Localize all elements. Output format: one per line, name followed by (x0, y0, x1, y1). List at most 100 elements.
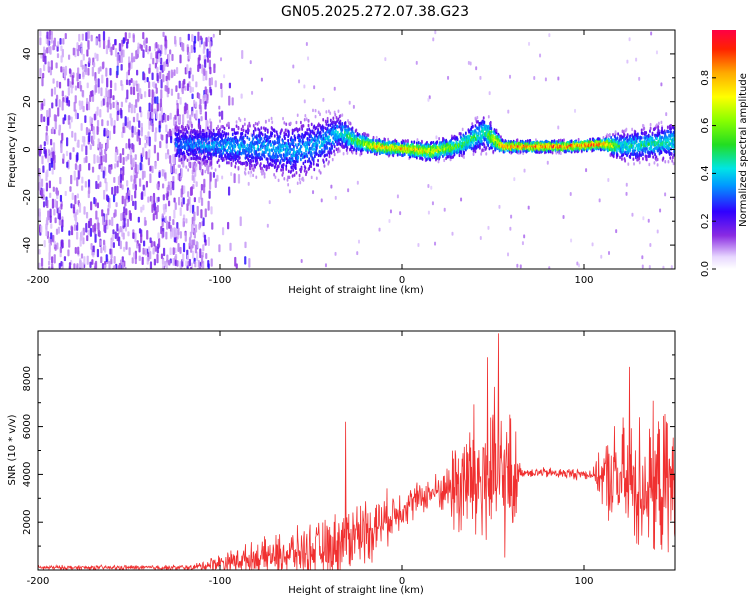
spectral-cell (244, 133, 247, 138)
spectral-cell (243, 161, 246, 166)
noise-cell (47, 37, 50, 46)
noise-cell (58, 219, 61, 226)
noise-cell (87, 229, 90, 236)
noise-cell (334, 251, 337, 256)
spectral-cell (310, 164, 312, 169)
spectral-cell (282, 167, 284, 172)
noise-cell (74, 132, 77, 142)
noise-cell (163, 61, 166, 71)
spectral-cell (266, 148, 269, 152)
noise-cell (81, 176, 84, 184)
spectral-cell (178, 164, 181, 168)
noise-cell (100, 246, 103, 254)
spectral-cell (273, 129, 276, 133)
noise-cell (47, 260, 51, 266)
noise-cell (86, 49, 89, 57)
noise-cell (432, 37, 435, 42)
noise-cell (173, 237, 176, 243)
noise-cell (204, 100, 207, 110)
noise-cell (50, 60, 53, 70)
noise-cell (97, 78, 100, 88)
noise-cell (205, 37, 208, 47)
spectral-cell (233, 149, 236, 153)
noise-cell (77, 48, 80, 57)
noise-cell (90, 201, 93, 211)
noise-cell (509, 226, 512, 231)
spectral-cell (303, 151, 305, 156)
spectral-cell (272, 146, 275, 151)
noise-cell (105, 213, 108, 221)
noise-cell (154, 206, 157, 215)
noise-cell (197, 64, 200, 73)
noise-cell (52, 78, 55, 84)
noise-cell (49, 215, 52, 224)
noise-cell (97, 174, 100, 181)
noise-cell (143, 40, 146, 46)
noise-cell (164, 114, 167, 123)
spectral-cell (326, 153, 328, 157)
noise-cell (124, 116, 127, 127)
spectral-cell (247, 158, 250, 163)
noise-cell (93, 113, 96, 121)
noise-cell (77, 81, 80, 89)
spectral-cell (387, 137, 390, 142)
spectral-cell (204, 169, 207, 174)
noise-cell (171, 128, 174, 135)
spectral-cell (471, 122, 474, 126)
spectral-cell (285, 167, 288, 171)
noise-cell (509, 74, 512, 79)
spectral-cell (225, 132, 228, 136)
spectral-cell (264, 127, 267, 131)
noise-cell (49, 192, 52, 199)
noise-cell (137, 216, 140, 223)
spectral-cell (244, 167, 247, 171)
noise-cell (138, 228, 142, 234)
spectral-cell (206, 159, 209, 164)
noise-cell (227, 186, 231, 196)
noise-cell (60, 55, 63, 63)
spectral-cell (282, 171, 284, 175)
noise-cell (142, 31, 145, 40)
noise-cell (487, 225, 490, 230)
noise-cell (160, 253, 164, 260)
noise-cell (204, 59, 207, 68)
noise-cell (134, 258, 137, 265)
noise-cell (64, 190, 67, 197)
noise-cell (147, 157, 151, 166)
spectral-cell (349, 122, 352, 126)
noise-cell (40, 225, 43, 233)
noise-cell (47, 152, 50, 163)
spectral-cell (339, 119, 342, 124)
spectral-cell (355, 128, 358, 133)
spectral-cell (256, 161, 259, 165)
noise-cell (120, 80, 123, 87)
noise-cell (165, 39, 168, 49)
spectral-cell (500, 135, 502, 139)
noise-cell (182, 160, 185, 168)
noise-cell (58, 124, 61, 133)
noise-cell (577, 263, 580, 268)
noise-cell (427, 183, 430, 188)
spectral-cell (273, 172, 276, 177)
spectral-cell (325, 122, 328, 126)
noise-cell (67, 78, 70, 87)
noise-cell (56, 41, 60, 47)
noise-cell (157, 237, 161, 248)
spectral-cell (230, 163, 233, 167)
noise-cell (214, 178, 217, 188)
noise-cell (47, 148, 51, 155)
noise-cell (153, 108, 156, 114)
spectral-cell (298, 177, 301, 181)
spectral-cell (315, 126, 318, 130)
spectral-cell (437, 159, 440, 164)
noise-cell (121, 184, 124, 190)
spectral-cell (487, 114, 490, 119)
noise-cell (347, 188, 350, 193)
noise-cell (105, 45, 109, 55)
noise-cell (451, 231, 454, 236)
noise-cell (239, 216, 242, 227)
noise-cell (172, 163, 175, 174)
spectral-cell (219, 127, 221, 132)
noise-cell (191, 224, 194, 233)
noise-cell (598, 198, 601, 203)
